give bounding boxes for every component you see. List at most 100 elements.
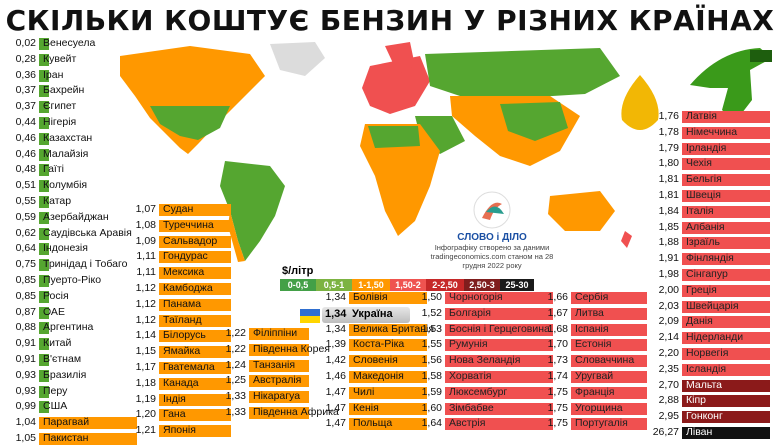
world-map — [120, 42, 632, 262]
price-value: 1,84 — [658, 204, 679, 217]
country-bar — [159, 393, 231, 406]
country-bar — [39, 211, 49, 224]
price-value: 0,99 — [15, 400, 36, 413]
country-name: Ірландія — [686, 141, 727, 154]
country-bar — [39, 306, 49, 319]
country-name: Норвегія — [686, 347, 729, 359]
country-bar — [159, 346, 231, 359]
price-value: 1,33 — [225, 406, 246, 418]
country-bar — [249, 391, 309, 404]
north-america-shape — [120, 46, 265, 154]
country-bar — [682, 142, 770, 155]
country-bar — [39, 148, 49, 161]
country-bar — [39, 101, 49, 114]
country-name: Литва — [575, 306, 604, 319]
country-bar — [349, 292, 427, 304]
country-name: Чехія — [686, 157, 712, 170]
country-name: Панама — [163, 297, 202, 310]
price-value: 1,60 — [421, 401, 442, 414]
country-bar — [682, 237, 770, 250]
country-name: Гана — [163, 408, 186, 421]
price-value: 1,75 — [547, 385, 568, 398]
country-name: Швейцарія — [686, 299, 739, 312]
price-value: 0,46 — [15, 131, 36, 144]
country-bar — [349, 339, 427, 352]
country-bar — [445, 323, 553, 336]
country-name: Ісландія — [686, 362, 727, 375]
country-name: Нігерія — [43, 116, 77, 128]
price-value: 1,14 — [135, 329, 156, 342]
country-name: Нідерланди — [686, 331, 744, 344]
price-value: 1,81 — [658, 189, 679, 201]
fuel-pump-icon — [621, 48, 772, 130]
country-bar — [571, 307, 647, 320]
country-name: Венесуела — [43, 37, 96, 49]
country-bar — [445, 355, 553, 368]
country-bar — [39, 117, 49, 129]
price-value: 1,05 — [15, 432, 36, 444]
country-bar — [571, 355, 647, 368]
russia-shape — [425, 48, 620, 98]
country-name: Боснія і Герцеговина — [449, 322, 550, 335]
country-bar — [39, 401, 49, 414]
country-name: Парагвай — [43, 416, 90, 429]
price-value: 1,34 — [325, 322, 346, 335]
price-value: 2,00 — [658, 283, 679, 296]
price-value: 1,33 — [225, 390, 246, 403]
country-bar — [159, 267, 231, 280]
country-bar — [571, 402, 647, 415]
country-bar — [445, 307, 553, 320]
legend-item: 1,50-2 — [390, 279, 426, 291]
country-name: Бельгія — [686, 173, 722, 186]
price-value: 2,09 — [658, 315, 679, 328]
new-zealand-shape — [621, 231, 632, 248]
country-bar — [571, 371, 647, 383]
ukraine-name: Україна — [352, 308, 393, 320]
country-bar — [445, 292, 553, 304]
page-title: СКІЛЬКИ КОШТУЄ БЕНЗИН У РІЗНИХ КРАЇНАХ — [5, 4, 775, 37]
country-bar — [159, 362, 231, 374]
country-name: Танзанія — [253, 358, 296, 371]
price-value: 1,15 — [135, 345, 156, 358]
logo-brand: СЛОВО і ДІЛО — [457, 232, 527, 243]
country-bar — [682, 174, 770, 187]
price-value: 1,12 — [135, 297, 156, 310]
price-value: 1,12 — [135, 313, 156, 326]
price-value: 0,75 — [15, 258, 36, 271]
chile-shape — [228, 211, 245, 262]
country-bar — [39, 369, 49, 382]
price-value: 1,75 — [547, 417, 568, 430]
country-name: Коста-Ріка — [353, 338, 405, 351]
country-bar — [39, 385, 49, 398]
country-name: ОАЕ — [43, 305, 65, 318]
legend-item: 0,5-1 — [316, 279, 352, 291]
country-name: Бразилія — [43, 368, 87, 381]
country-name: Азербайджан — [43, 210, 109, 223]
price-value: 26,27 — [652, 426, 679, 438]
country-name: Іспанія — [575, 322, 609, 335]
country-name: Словенія — [353, 354, 398, 367]
country-bar — [39, 196, 49, 208]
country-name: Данія — [686, 315, 713, 328]
country-name: Малайзія — [43, 147, 89, 160]
legend-item: 0-0,5 — [280, 279, 316, 291]
country-bar — [682, 221, 770, 234]
country-name: Македонія — [353, 370, 404, 382]
country-bar — [39, 243, 49, 256]
ukraine-value: 1,34 — [325, 308, 347, 320]
price-value: 0,93 — [15, 384, 36, 397]
country-name: Єгипет — [43, 100, 77, 113]
country-bar — [682, 363, 770, 376]
price-value: 0,93 — [15, 368, 36, 381]
price-value: 1,58 — [421, 370, 442, 382]
country-bar — [249, 343, 309, 356]
price-value: 1,18 — [135, 376, 156, 389]
price-value: 1,08 — [135, 218, 156, 231]
country-name: Естонія — [575, 338, 612, 351]
country-bar — [159, 251, 231, 264]
country-name: Угорщина — [575, 401, 623, 414]
country-bar — [571, 386, 647, 399]
country-bar — [159, 235, 231, 248]
country-bar — [445, 371, 553, 383]
country-bar — [249, 359, 309, 372]
